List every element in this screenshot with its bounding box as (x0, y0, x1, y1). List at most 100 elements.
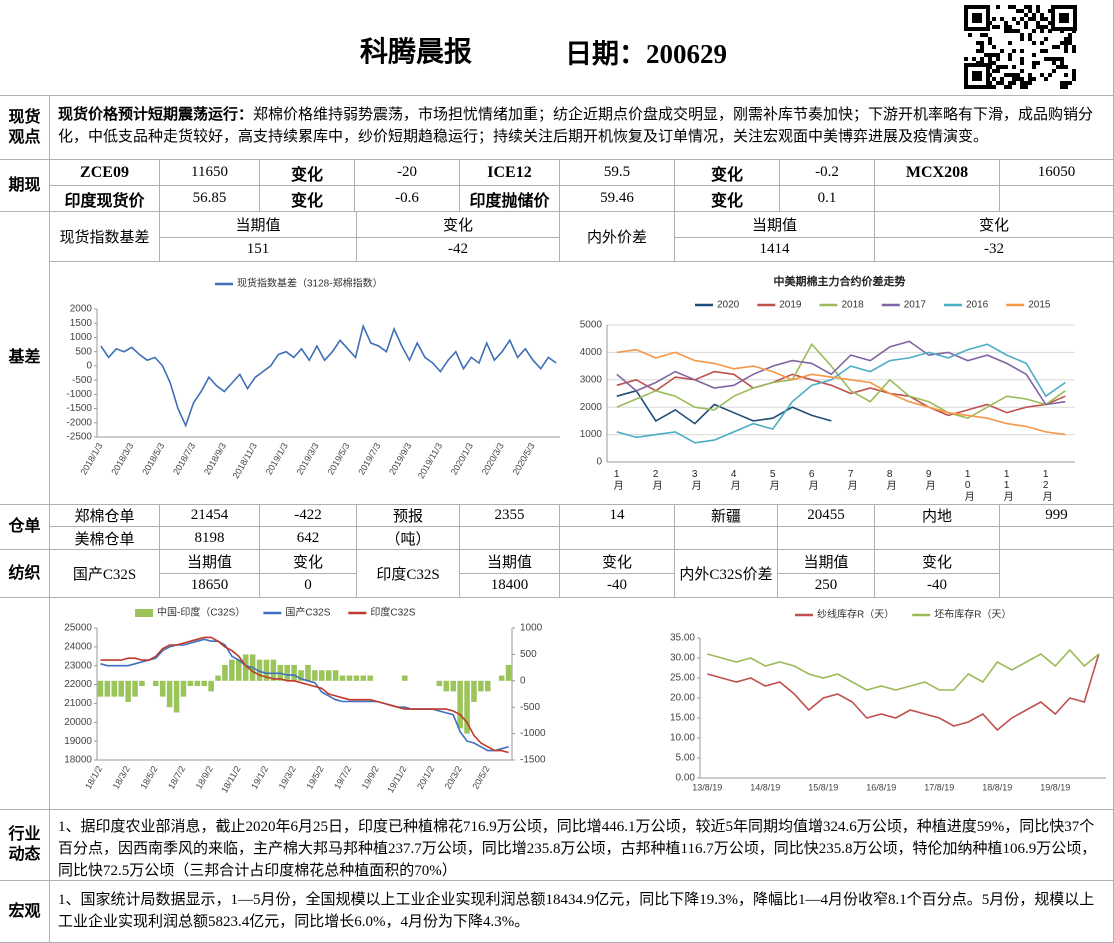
bar (319, 670, 325, 681)
legend-label: 2015 (1028, 300, 1051, 311)
qr-dot (1004, 85, 1008, 89)
qr-dot (1060, 65, 1064, 69)
x-tick-label: 6月 (806, 469, 818, 491)
spot-view: 现货价格预计短期震荡运行：郑棉价格维持弱势震荡，市场担忧情绪加重；纺企近期点价盘… (50, 96, 1114, 160)
x-tick-label: 2018/11/3 (231, 441, 259, 480)
qr-dot (1032, 77, 1036, 81)
qr-dot (1048, 57, 1052, 61)
qr-dot (1048, 9, 1052, 13)
section-label: 仓单 (0, 505, 50, 550)
qr-dot (1000, 17, 1004, 21)
x-tick-label: 19/5/2 (304, 764, 325, 791)
title: 科腾晨报 (360, 37, 473, 68)
y2-tick-label: 0 (520, 675, 526, 686)
qr-dot (1008, 81, 1012, 85)
qr-dot (1028, 81, 1032, 85)
industry-text: 1、据印度农业部消息，截止2020年6月25日，印度已种植棉花716.9万公顷，… (50, 810, 1114, 881)
legend-label: 2019 (779, 300, 802, 311)
bar (284, 664, 290, 681)
futures-cell: 印度现货价 (50, 186, 160, 212)
bar (201, 680, 207, 687)
cell: -40 (560, 574, 675, 598)
qr-dot (1028, 17, 1032, 21)
y-tick-label: 18000 (64, 755, 92, 766)
x-tick-label: 8月 (884, 469, 896, 491)
x-tick-label: 3月 (689, 469, 701, 491)
legend-label: 2017 (904, 300, 927, 311)
legend-label: 纱线库存R（天） (817, 608, 894, 621)
qr-dot (1060, 41, 1064, 45)
section-label: 宏观 (0, 881, 50, 943)
qr-finder (972, 71, 982, 81)
qr-dot (1040, 73, 1044, 77)
textile-name: 国产C32S (50, 550, 160, 598)
qr-dot (1032, 17, 1036, 21)
qr-dot (1032, 53, 1036, 57)
qr-dot (1060, 85, 1064, 89)
qr-dot (1036, 5, 1040, 9)
qr-dot (1036, 25, 1040, 29)
qr-dot (996, 69, 1000, 73)
qr-dot (1020, 81, 1024, 85)
qr-dot (1040, 25, 1044, 29)
warehouse-cell: 8198 (160, 527, 260, 550)
warehouse-cell (675, 527, 778, 550)
cell: -42 (357, 238, 560, 262)
warehouse-cell: （吨） (357, 527, 460, 550)
qr-dot (1012, 65, 1016, 69)
qr-dot (1032, 29, 1036, 33)
bar (229, 659, 235, 681)
x-tick-label: 2020/3/3 (480, 441, 506, 476)
qr-dot (1032, 61, 1036, 65)
y-tick-label: -1000 (66, 389, 92, 400)
bar (166, 680, 173, 708)
bar (256, 659, 263, 681)
warehouse-cell (560, 527, 675, 550)
x-tick-label: 18/5/2 (138, 764, 159, 791)
cell: 当期值 (460, 550, 560, 574)
qr-dot (1068, 41, 1072, 45)
x-tick-label: 19/9/2 (360, 764, 381, 791)
series-line (616, 389, 832, 425)
warehouse-cell: 642 (260, 527, 357, 550)
qr-dot (1024, 21, 1028, 25)
bar (312, 670, 318, 681)
qr-dot (964, 57, 968, 61)
qr-dot (1020, 37, 1024, 41)
qr-dot (988, 53, 992, 57)
qr-dot (1012, 29, 1016, 33)
y-tick-label: 35.00 (670, 633, 695, 644)
bar (159, 680, 166, 697)
qr-dot (1004, 73, 1008, 77)
series-line (100, 638, 509, 752)
qr-dot (1056, 65, 1060, 69)
x-tick-label: 14/8/19 (750, 782, 780, 792)
x-tick-label: 2018/5/3 (140, 441, 166, 476)
header: 科腾晨报 日期：200629 (0, 0, 1114, 96)
qr-dot (992, 53, 996, 57)
qr-dot (1064, 81, 1068, 85)
qr-dot (972, 57, 976, 61)
section-label: 纺织 (0, 550, 50, 598)
basis-label: 现货指数基差 (50, 212, 160, 262)
chart: -2500 -2000 -1500 -1000 -500 0 500 1000 1500 2000… (66, 277, 560, 480)
qr-dot (1052, 57, 1056, 61)
qr-dot (1016, 29, 1020, 33)
qr-dot (1064, 41, 1068, 45)
cell: 变化 (357, 212, 560, 238)
futures-cell: -20 (355, 160, 460, 186)
warehouse-cell (875, 527, 1000, 550)
bar (339, 675, 346, 681)
basis-label: 内外价差 (560, 212, 675, 262)
qr-dot (1040, 29, 1044, 33)
y-tick-label: 25.00 (670, 673, 695, 684)
qr-dot (1000, 81, 1004, 85)
y-tick-label: -2500 (66, 432, 92, 443)
x-tick-label: 12月 (1040, 469, 1052, 502)
qr-dot (1024, 25, 1028, 29)
qr-dot (984, 53, 988, 57)
qr-dot (1064, 73, 1068, 77)
qr-dot (1040, 49, 1044, 53)
section-label: 期现 (0, 160, 50, 212)
qr-dot (1032, 41, 1036, 45)
